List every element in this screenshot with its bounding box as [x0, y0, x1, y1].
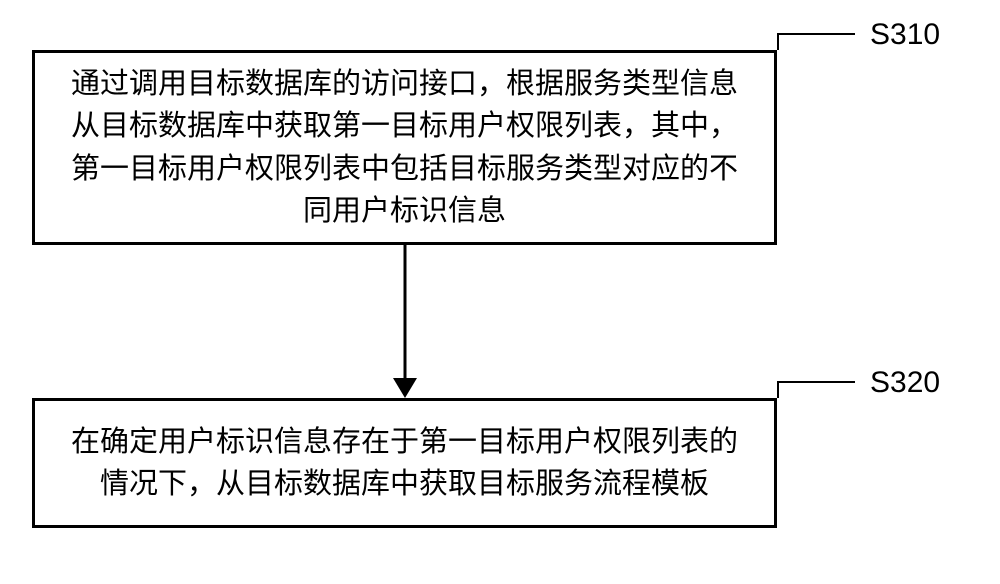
label-connector-h: [777, 33, 855, 35]
arrow-head-icon: [393, 378, 417, 398]
flowchart-container: 通过调用目标数据库的访问接口，根据服务类型信息从目标数据库中获取第一目标用户权限…: [0, 0, 1000, 584]
flowchart-node-s320: 在确定用户标识信息存在于第一目标用户权限列表的情况下，从目标数据库中获取目标服务…: [32, 398, 777, 528]
label-connector-v: [777, 381, 779, 398]
flowchart-node-s310: 通过调用目标数据库的访问接口，根据服务类型信息从目标数据库中获取第一目标用户权限…: [32, 50, 777, 245]
node-text: 在确定用户标识信息存在于第一目标用户权限列表的情况下，从目标数据库中获取目标服务…: [65, 421, 744, 505]
label-connector-h: [777, 381, 855, 383]
label-connector-v: [777, 33, 779, 50]
node-text: 通过调用目标数据库的访问接口，根据服务类型信息从目标数据库中获取第一目标用户权限…: [65, 63, 744, 231]
node-label-s310: S310: [870, 18, 940, 52]
flowchart-edge: [404, 245, 407, 380]
node-label-s320: S320: [870, 366, 940, 400]
